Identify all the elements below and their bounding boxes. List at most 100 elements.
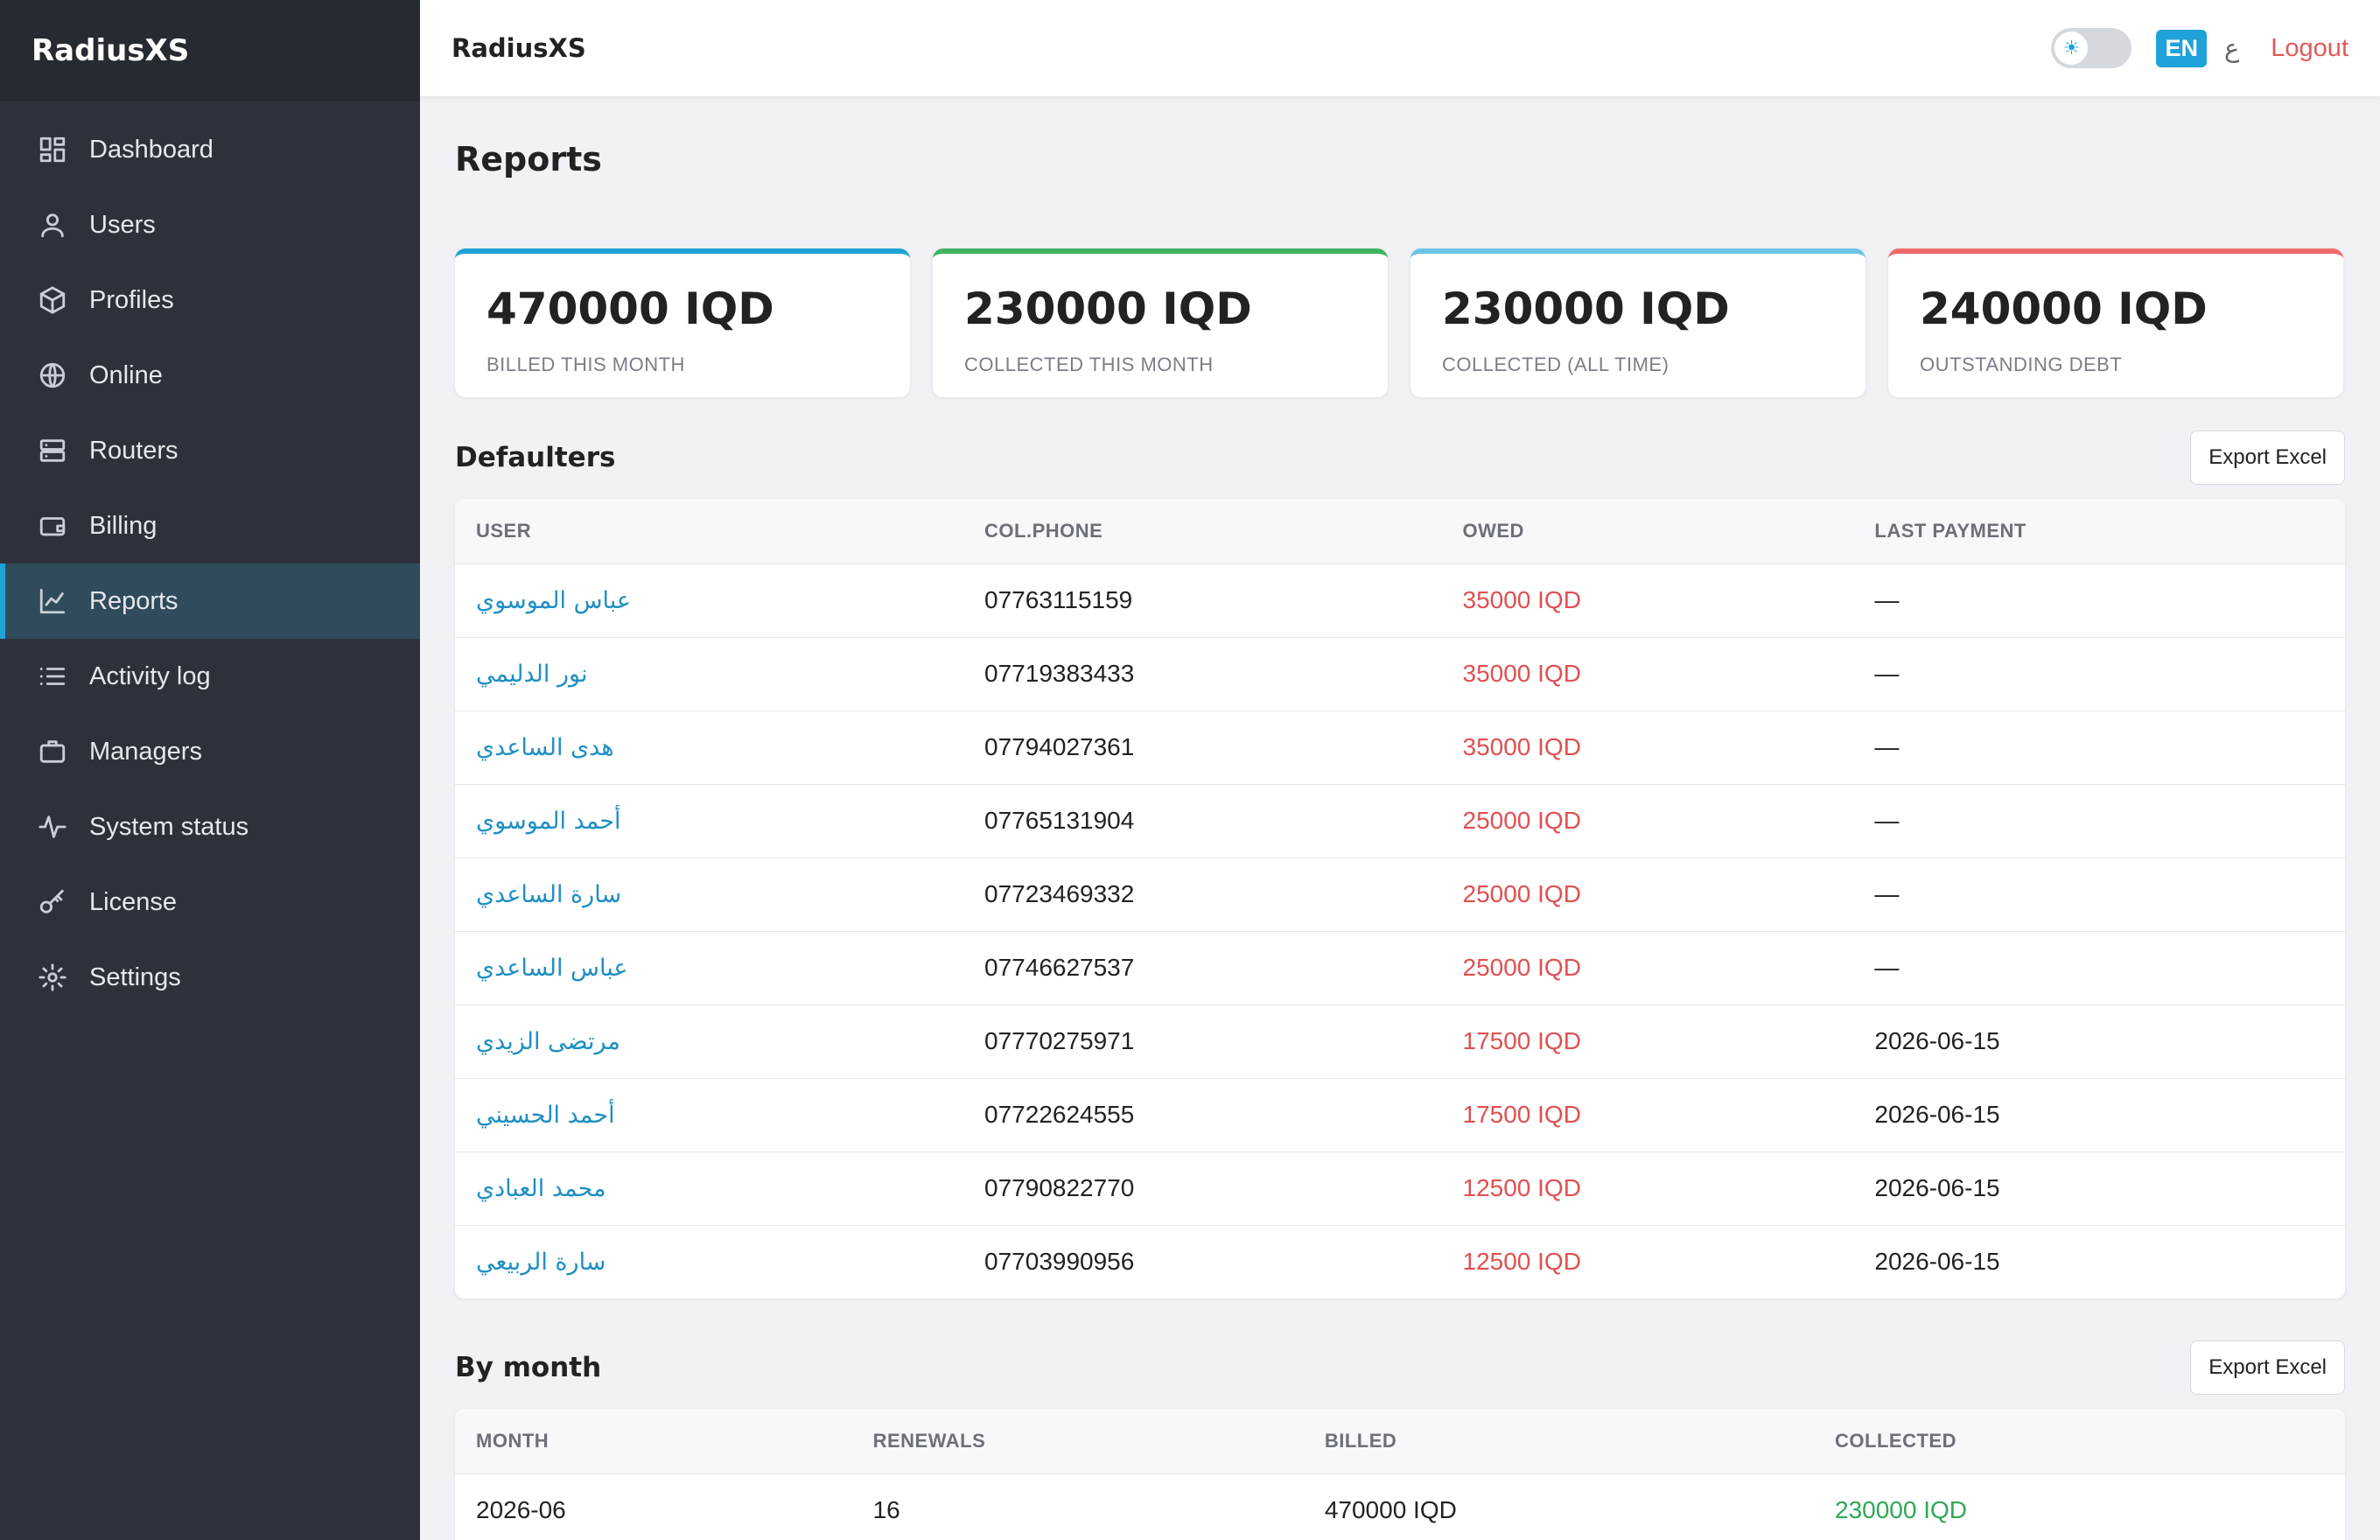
table-row: عباس الساعدي 07746627537 25000 IQD — [455, 931, 2345, 1005]
phone-cell: 07722624555 [963, 1078, 1442, 1152]
user-cell: عباس الساعدي [455, 931, 964, 1005]
sidebar-item-online[interactable]: Online [0, 338, 420, 413]
theme-toggle[interactable]: ☀ [2051, 28, 2132, 68]
key-icon [37, 886, 68, 918]
owed-cell: 35000 IQD [1441, 637, 1854, 711]
owed-cell: 12500 IQD [1462, 1248, 1581, 1276]
export-excel-button[interactable]: Export Excel [2190, 430, 2345, 485]
column-header: BILLED [1303, 1409, 1815, 1474]
phone-cell: 07703990956 [984, 1248, 1135, 1276]
defaulters-table: USER COL.PHONE OWED LAST PAYMENT عباس الموس… [455, 499, 2345, 1298]
last-payment-cell: 2026-06-15 [1853, 1004, 2345, 1079]
column-header: MONTH [455, 1409, 852, 1474]
sidebar-item-label: Billing [89, 511, 158, 540]
collected-cell: 230000 IQD [1835, 1496, 1968, 1524]
sun-icon: ☀ [2054, 32, 2089, 65]
logout-link[interactable]: Logout [2271, 33, 2348, 62]
sidebar-item-label: Online [89, 360, 163, 389]
sidebar-item-dashboard[interactable]: Dashboard [0, 112, 420, 187]
sidebar-item-label: System status [89, 812, 249, 841]
last-payment-cell: — [1853, 710, 2345, 785]
sidebar-item-license[interactable]: License [0, 864, 420, 940]
last-payment-cell: — [1853, 637, 2345, 711]
card-label: COLLECTED (ALL TIME) [1442, 354, 1670, 375]
user-link[interactable]: أحمد الموسوي [476, 808, 621, 835]
table-header-row: USER COL.PHONE OWED LAST PAYMENT [455, 499, 2345, 564]
sidebar-item-billing[interactable]: Billing [0, 488, 420, 564]
card-value: 240000 IQD [1920, 284, 2208, 334]
sidebar-item-profiles[interactable]: Profiles [0, 262, 420, 338]
sidebar-item-users[interactable]: Users [0, 187, 420, 262]
user-cell: سارة الساعدي [455, 858, 964, 932]
card-value: 230000 IQD [964, 284, 1252, 334]
gear-icon [37, 962, 68, 993]
sidebar-item-reports[interactable]: Reports [0, 564, 420, 639]
column-header: COLLECTED [1814, 1409, 2345, 1474]
owed-cell: 25000 IQD [1441, 858, 1854, 932]
table-row: سارة الربيعي 07703990956 12500 IQD 2026-06-… [455, 1225, 2345, 1298]
user-cell: هدى الساعدي [455, 710, 964, 785]
pulse-icon [37, 811, 68, 843]
last-payment-cell: — [1853, 858, 2345, 932]
main-content: Reports 470000 IQD BILLED THIS MONTH 23000… [455, 96, 2345, 1540]
user-link[interactable]: نور الدليمي [476, 661, 588, 688]
dashboard-icon [37, 134, 68, 165]
brand-logo[interactable]: RadiusXS [0, 0, 420, 102]
column-header: COL.PHONE [963, 499, 1442, 564]
sidebar-item-settings[interactable]: Settings [0, 940, 420, 1015]
user-cell: أحمد الحسيني [455, 1078, 964, 1152]
phone-cell: 07763115159 [963, 564, 1442, 638]
lang-ar-button[interactable]: ع [2223, 34, 2240, 63]
last-payment-cell: 2026-06-15 [1853, 1078, 2345, 1152]
user-link[interactable]: سارة الساعدي [476, 881, 622, 908]
defaulters-title: Defaulters [455, 442, 616, 473]
table-row: مرتضى الزيدي 07770275971 17500 IQD 2026-06-… [455, 1004, 2345, 1079]
card-label: COLLECTED THIS MONTH [964, 354, 1214, 375]
user-cell: مرتضى الزيدي [455, 1004, 964, 1079]
user-link[interactable]: هدى الساعدي [476, 734, 614, 761]
user-cell: عباس الموسوي [455, 564, 964, 638]
by-month-title: By month [455, 1352, 602, 1383]
sidebar-item-label: Dashboard [89, 135, 214, 164]
last-payment-cell: — [1853, 784, 2345, 858]
table-row: أحمد الحسيني 07722624555 17500 IQD 2026-06-… [455, 1078, 2345, 1152]
summary-card: 470000 IQD BILLED THIS MONTH [455, 248, 910, 397]
chart-icon [37, 585, 68, 617]
sidebar-item-label: Profiles [89, 285, 174, 314]
last-payment-cell: — [1853, 931, 2345, 1005]
phone-cell: 07790822770 [963, 1152, 1442, 1226]
owed-cell: 12500 IQD [1441, 1152, 1854, 1226]
sidebar-item-label: Reports [89, 586, 178, 615]
phone-cell: 07794027361 [963, 710, 1442, 785]
user-link[interactable]: عباس الموسوي [476, 587, 632, 614]
sidebar-item-routers[interactable]: Routers [0, 413, 420, 488]
user-link[interactable]: عباس الساعدي [476, 955, 628, 982]
table-row: محمد العبادي 07790822770 12500 IQD 2026-06-… [455, 1152, 2345, 1226]
globe-icon [37, 360, 68, 391]
user-link[interactable]: محمد العبادي [476, 1175, 606, 1202]
sidebar-item-label: Settings [89, 962, 181, 991]
topbar-actions: ☀ EN ع Logout [2051, 0, 2348, 96]
summary-card: 230000 IQD COLLECTED (ALL TIME) [1410, 248, 1866, 397]
lang-en-button[interactable]: EN [2156, 29, 2207, 67]
summary-card: 240000 IQD OUTSTANDING DEBT [1888, 248, 2343, 397]
export-excel-button[interactable]: Export Excel [2190, 1340, 2345, 1395]
owed-cell: 17500 IQD [1441, 1004, 1854, 1079]
summary-card: 230000 IQD COLLECTED THIS MONTH [933, 248, 1388, 397]
box-icon [37, 284, 68, 316]
card-label: OUTSTANDING DEBT [1920, 354, 2123, 375]
sidebar-item-system-status[interactable]: System status [0, 789, 420, 864]
sidebar-item-managers[interactable]: Managers [0, 714, 420, 789]
user-link[interactable]: أحمد الحسيني [476, 1102, 615, 1129]
user-icon [37, 209, 68, 241]
server-icon [37, 435, 68, 466]
sidebar-item-activity-log[interactable]: Activity log [0, 639, 420, 714]
user-link[interactable]: مرتضى الزيدي [476, 1028, 620, 1055]
defaulters-header: Defaulters Export Excel [455, 430, 2345, 485]
table-header-row: MONTH RENEWALS BILLED COLLECTED [455, 1409, 2345, 1474]
sidebar-item-label: Routers [89, 436, 178, 465]
user-link[interactable]: سارة الربيعي [476, 1249, 606, 1277]
phone-cell: 07719383433 [963, 637, 1442, 711]
column-header: RENEWALS [851, 1409, 1304, 1474]
last-payment-cell: 2026-06-15 [1874, 1248, 2000, 1276]
